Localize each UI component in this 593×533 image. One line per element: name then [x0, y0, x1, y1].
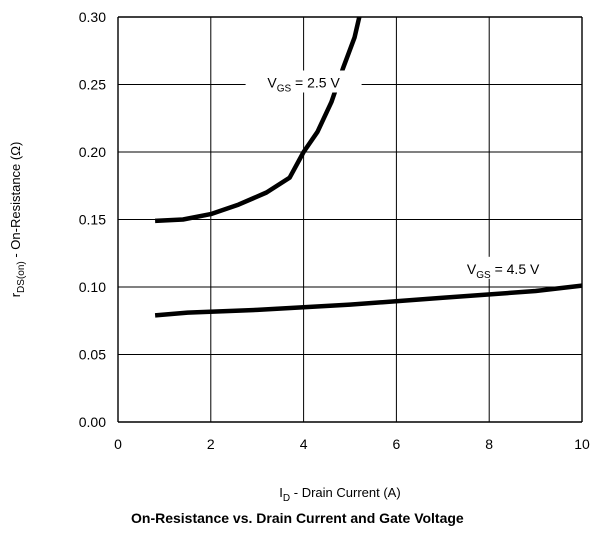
- y-axis-label: rDS(on) - On-Resistance (Ω): [8, 142, 27, 298]
- series-label-bg: [245, 70, 362, 93]
- x-tick-label: 8: [485, 436, 493, 452]
- series-group: [154, 16, 583, 318]
- grid: [117, 16, 583, 423]
- y-tick-label: 0.10: [79, 279, 106, 295]
- series-line-2: [154, 283, 583, 318]
- series-labels: VGS = 2.5 V VGS = 4.5 V: [245, 70, 562, 281]
- x-tick-label: 0: [114, 436, 122, 452]
- x-tick-label: 2: [207, 436, 215, 452]
- series-label-bg: [445, 256, 562, 279]
- x-tick-label: 4: [300, 436, 308, 452]
- y-tick-label: 0.25: [79, 77, 106, 93]
- y-tick-label: 0.00: [79, 414, 106, 430]
- y-tick-label: 0.30: [79, 9, 106, 25]
- x-tick-labels: 0 2 4 6 8 10: [114, 436, 590, 452]
- x-tick-label: 6: [393, 436, 401, 452]
- chart-title: On-Resistance vs. Drain Current and Gate…: [131, 510, 464, 526]
- x-tick-label: 10: [574, 436, 590, 452]
- series-label-1: VGS = 2.5 V: [267, 75, 340, 95]
- series-label-2: VGS = 4.5 V: [467, 261, 540, 281]
- x-axis-label: ID - Drain Current (A): [279, 485, 400, 504]
- series-line-1: [154, 16, 362, 224]
- y-tick-labels: 0.00 0.05 0.10 0.15 0.20 0.25 0.30: [79, 9, 106, 430]
- y-tick-label: 0.20: [79, 144, 106, 160]
- y-tick-label: 0.15: [79, 212, 106, 228]
- y-tick-label: 0.05: [79, 347, 106, 363]
